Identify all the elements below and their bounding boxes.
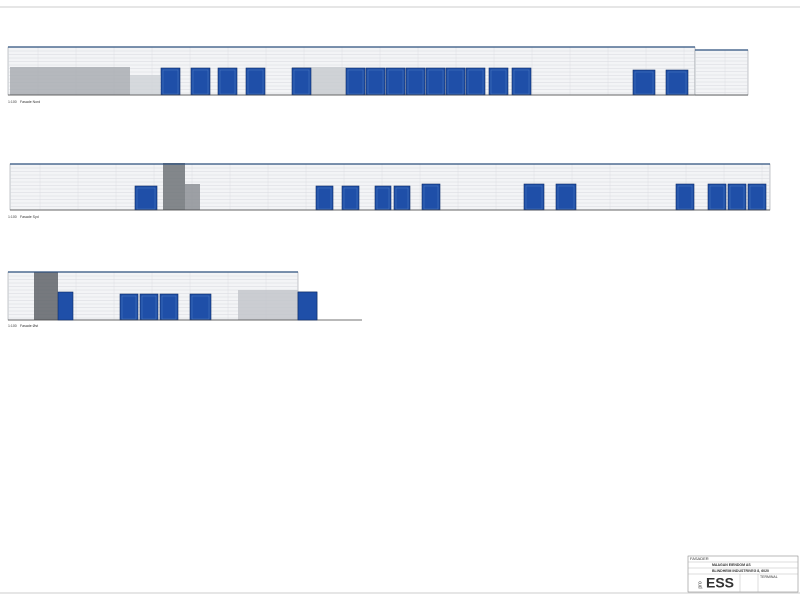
door-panel — [161, 295, 177, 320]
door — [341, 185, 360, 211]
door-panel — [427, 69, 444, 95]
door — [523, 183, 545, 211]
door-panel — [141, 295, 157, 320]
door-panel — [367, 69, 384, 95]
shaded-section — [130, 75, 160, 95]
view-title: Fasade Syd — [20, 215, 39, 219]
door-panel — [709, 185, 725, 210]
door — [555, 183, 577, 211]
shaded-section — [238, 290, 298, 320]
door — [511, 67, 532, 96]
door — [675, 183, 695, 211]
shaded-section — [185, 184, 200, 210]
title-block: FASADER MAAGAN EIENDOM AS BLINDHEIM INDU… — [687, 555, 799, 593]
door-panel — [729, 185, 745, 210]
door — [393, 185, 411, 211]
door-panel — [121, 295, 137, 320]
door — [134, 185, 158, 211]
address: BLINDHEIM INDUSTRIVEG 8, 6020 — [712, 569, 769, 573]
door — [189, 293, 212, 321]
door — [632, 69, 656, 96]
door-panel — [162, 69, 179, 95]
door-panel — [343, 187, 358, 210]
door — [315, 185, 334, 211]
door-panel — [317, 187, 332, 210]
door-panel — [525, 185, 543, 210]
door-panel — [347, 69, 364, 95]
door-panel — [677, 185, 693, 210]
door-panel — [192, 69, 209, 95]
door — [707, 183, 727, 211]
door-panel — [293, 69, 310, 95]
client: MAAGAN EIENDOM AS — [712, 563, 751, 567]
door — [190, 67, 211, 96]
view-scale: 1:100 — [8, 100, 17, 104]
door-panel — [447, 69, 464, 95]
door-panel — [423, 185, 439, 210]
shaded-section — [34, 272, 58, 320]
door — [291, 67, 312, 96]
door — [159, 293, 179, 321]
door-panel — [219, 69, 236, 95]
door — [245, 67, 266, 96]
door — [727, 183, 747, 211]
door-panel — [407, 69, 424, 95]
door — [374, 185, 392, 211]
view-scale: 1:100 — [8, 215, 17, 219]
door — [297, 291, 318, 321]
logo: ESS — [706, 575, 734, 591]
door — [425, 67, 446, 96]
door-panel — [395, 187, 409, 210]
door-panel — [634, 71, 654, 95]
door — [445, 67, 466, 96]
door — [385, 67, 406, 96]
shaded-section — [163, 163, 185, 210]
door — [665, 69, 689, 96]
door-panel — [387, 69, 404, 95]
door — [119, 293, 139, 321]
door — [57, 291, 74, 321]
door-panel — [467, 69, 484, 95]
door — [747, 183, 767, 211]
door-panel — [490, 69, 507, 95]
door — [139, 293, 159, 321]
view-scale: 1:100 — [8, 324, 17, 328]
door-panel — [136, 187, 156, 210]
door-panel — [191, 295, 210, 320]
door-panel — [247, 69, 264, 95]
door — [465, 67, 486, 96]
door-panel — [749, 185, 765, 210]
door-panel — [557, 185, 575, 210]
view-title: Fasade Nord — [20, 100, 40, 104]
project: TERMINAL — [760, 575, 778, 579]
door — [421, 183, 441, 211]
door — [217, 67, 238, 96]
view-title: Fasade Øst — [20, 324, 38, 328]
wall — [694, 49, 749, 96]
door-panel — [513, 69, 530, 95]
facades — [7, 46, 771, 321]
door — [405, 67, 426, 96]
door-panel — [376, 187, 390, 210]
drawing-name: FASADER — [690, 556, 709, 561]
door — [160, 67, 181, 96]
door — [345, 67, 366, 96]
shaded-section — [10, 67, 130, 95]
door-panel — [667, 71, 687, 95]
logo-prefix: pro — [697, 581, 703, 588]
door — [488, 67, 509, 96]
door — [365, 67, 386, 96]
